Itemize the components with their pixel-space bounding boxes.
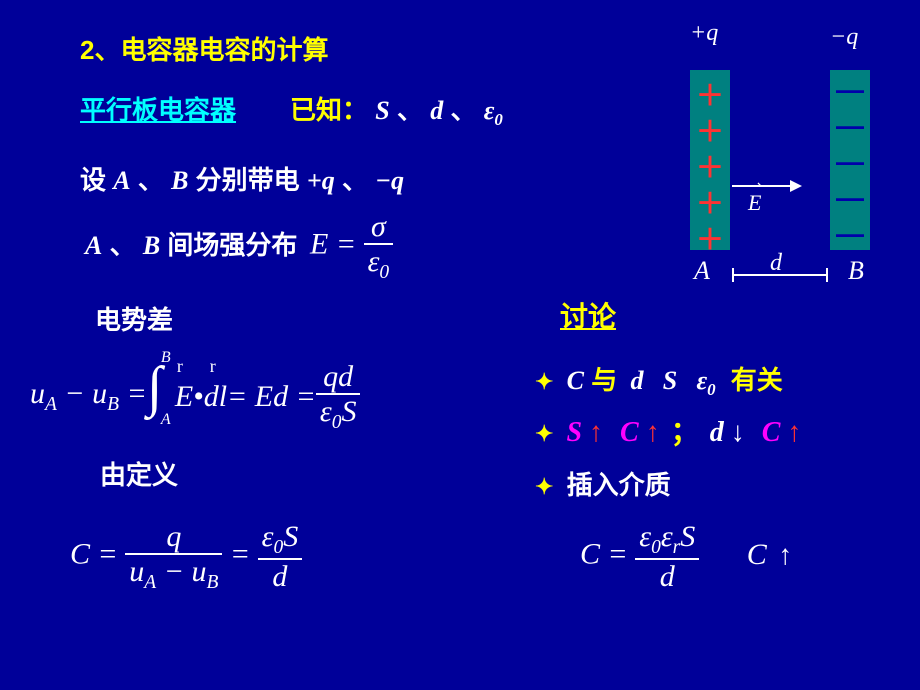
subtitle-row: 平行板电容器 [80, 90, 236, 127]
plus-icon: ＋ [690, 182, 730, 222]
e-label: ⇀ E [748, 190, 761, 216]
minus-icon: — [830, 74, 870, 106]
star-icon: ✦ [535, 369, 553, 395]
field-formula: E = σ ε0 [310, 210, 393, 283]
arrow-up-icon: ↑ [787, 417, 801, 449]
integral-formula: uA − uB = ∫ B A r E • r dl = Ed = qd ε0S [30, 360, 360, 433]
field-label: A 、 B 间场强分布 [85, 225, 297, 262]
e-vector-arrow [732, 185, 800, 187]
b-label: B [848, 256, 864, 286]
variation-row: ✦ S ↑ C ↑ ； d ↓ C ↑ [535, 410, 801, 450]
insert-row: ✦ 插入介质 [535, 465, 671, 502]
a-label: A [694, 256, 710, 286]
capacitor-diagram: +q −q ＋ ＋ ＋ ＋ ＋ — — — — — ⇀ E A B d [670, 30, 900, 310]
arrow-up-icon: ↑ [646, 417, 660, 449]
potential-diff-label: 电势差 [95, 300, 173, 337]
plus-icon: ＋ [690, 146, 730, 186]
assume-line: 设 A 、 B 分别带电 +q 、 −q [80, 160, 404, 197]
arrow-down-icon: ↓ [731, 417, 745, 449]
slide: 2、电容器电容的计算 平行板电容器 已知： S 、 d 、 ε0 设 A 、 B… [0, 0, 920, 690]
arrow-up-icon: ↑ [778, 540, 792, 572]
minus-icon: — [830, 218, 870, 250]
subtitle: 平行板电容器 [80, 95, 236, 125]
plus-icon: ＋ [690, 110, 730, 150]
minus-icon: — [830, 110, 870, 142]
section-title: 2、电容器电容的计算 [80, 30, 328, 67]
plus-icon: ＋ [690, 74, 730, 114]
relation-row: ✦ C 与 d S ε0 有关 [535, 360, 783, 400]
discuss-label: 讨论 [560, 295, 616, 335]
c2-formula: C = ε0εrS d C ↑ [580, 520, 792, 593]
plus-q-label: +q [690, 20, 718, 47]
plus-icon: ＋ [690, 218, 730, 258]
c-formula: C = q uA − uB = ε0S d [70, 520, 302, 593]
minus-icon: — [830, 146, 870, 178]
arrow-up-icon: ↑ [589, 417, 603, 449]
d-label: d [770, 250, 782, 277]
minus-q-label: −q [830, 24, 858, 51]
star-icon: ✦ [535, 421, 553, 447]
star-icon: ✦ [535, 474, 553, 500]
given: 已知： S 、 d 、 ε0 [290, 90, 503, 130]
by-definition-label: 由定义 [100, 455, 178, 492]
minus-icon: — [830, 182, 870, 214]
